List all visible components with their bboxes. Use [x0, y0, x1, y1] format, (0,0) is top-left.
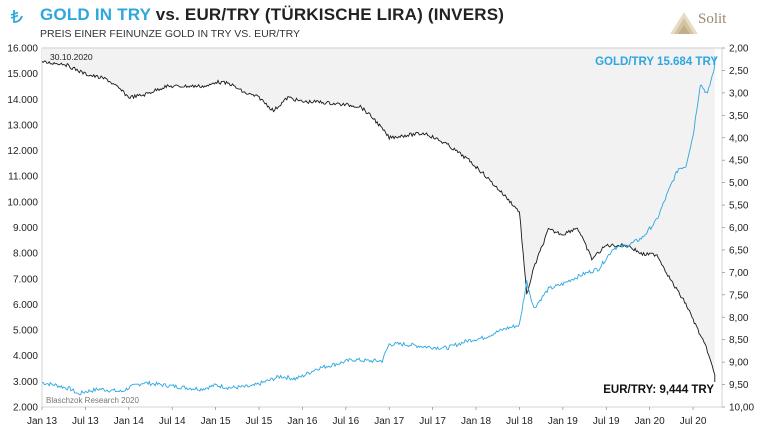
x-axis-tick-label: Jan 17 [374, 416, 404, 427]
right-axis-tick-label: 2,00 [729, 44, 749, 55]
date-annotation: 30.10.2020 [50, 52, 93, 62]
series-eurtry-line [41, 60, 716, 382]
right-axis-tick-label: 8,00 [729, 313, 749, 324]
left-axis-tick-label: 5.000 [13, 326, 38, 337]
x-axis-tick-label: Jul 18 [506, 416, 533, 427]
right-axis-tick-label: 6,50 [729, 245, 749, 256]
x-axis-tick-label: Jan 19 [548, 416, 578, 427]
x-axis-tick-label: Jul 17 [419, 416, 446, 427]
left-axis-tick-label: 14.000 [7, 95, 38, 106]
series-label-eurtry: EUR/TRY: 9,444 TRY [603, 384, 714, 396]
left-axis-tick-label: 13.000 [7, 120, 38, 131]
chart-subtitle: PREIS EINER FEINUNZE GOLD IN TRY VS. EUR… [40, 28, 301, 40]
right-axis-tick-label: 7,00 [729, 268, 749, 279]
right-axis-tick-label: 8,50 [729, 335, 749, 346]
logo-text: Solit [698, 11, 727, 27]
left-axis-tick-label: 4.000 [13, 351, 38, 362]
left-axis-tick-label: 7.000 [13, 274, 38, 285]
left-axis-tick-label: 3.000 [13, 377, 38, 388]
x-axis-tick-label: Jul 20 [680, 416, 707, 427]
series-gold-try-line [41, 56, 716, 396]
right-axis-tick-label: 6,00 [729, 223, 749, 234]
right-axis-tick-label: 9,50 [729, 380, 749, 391]
right-axis-tick-label: 3,00 [729, 88, 749, 99]
source-label: Blaschzok Research 2020 [46, 396, 139, 405]
left-axis-tick-label: 12.000 [7, 146, 38, 157]
x-axis-tick-label: Jan 13 [27, 416, 57, 427]
solit-logo-icon [670, 12, 698, 34]
left-axis-tick-label: 9.000 [13, 223, 38, 234]
lira-sign-icon [10, 10, 23, 23]
left-axis-tick-label: 8.000 [13, 249, 38, 260]
x-axis-tick-label: Jul 19 [593, 416, 620, 427]
series-label-gold-try: GOLD/TRY 15.684 TRY [595, 56, 718, 68]
left-axis-tick-label: 6.000 [13, 300, 38, 311]
right-axis-tick-label: 9,00 [729, 358, 749, 369]
x-axis-tick-label: Jan 15 [201, 416, 231, 427]
right-axis-tick-label: 2,50 [729, 66, 749, 77]
left-axis-tick-label: 10.000 [7, 197, 38, 208]
left-axis-tick-label: 11.000 [8, 172, 38, 183]
right-axis-tick-label: 10,00 [729, 403, 754, 414]
left-axis-tick-label: 2.000 [13, 403, 38, 414]
x-axis-tick-label: Jul 16 [332, 416, 359, 427]
right-axis-tick-label: 4,50 [729, 156, 749, 167]
x-axis-tick-label: Jul 13 [72, 416, 99, 427]
x-axis-tick-label: Jan 16 [287, 416, 317, 427]
eurtry-shade-area [42, 48, 715, 382]
x-axis-tick-label: Jan 18 [461, 416, 491, 427]
x-axis-tick-label: Jul 15 [246, 416, 273, 427]
left-axis-tick-label: 15.000 [7, 69, 38, 80]
right-axis-tick-label: 5,00 [729, 178, 749, 189]
right-axis-tick-label: 5,50 [729, 201, 749, 212]
page-title: GOLD IN TRY vs. EUR/TRY (TÜRKISCHE LIRA)… [40, 5, 505, 24]
right-axis-tick-label: 3,50 [729, 111, 749, 122]
right-axis-tick-label: 4,00 [729, 133, 749, 144]
x-axis-tick-label: Jan 20 [635, 416, 665, 427]
x-axis-tick-label: Jul 14 [159, 416, 186, 427]
left-axis-tick-label: 16.000 [7, 44, 38, 55]
right-axis-tick-label: 7,50 [729, 290, 749, 301]
x-axis-tick-label: Jan 14 [114, 416, 144, 427]
